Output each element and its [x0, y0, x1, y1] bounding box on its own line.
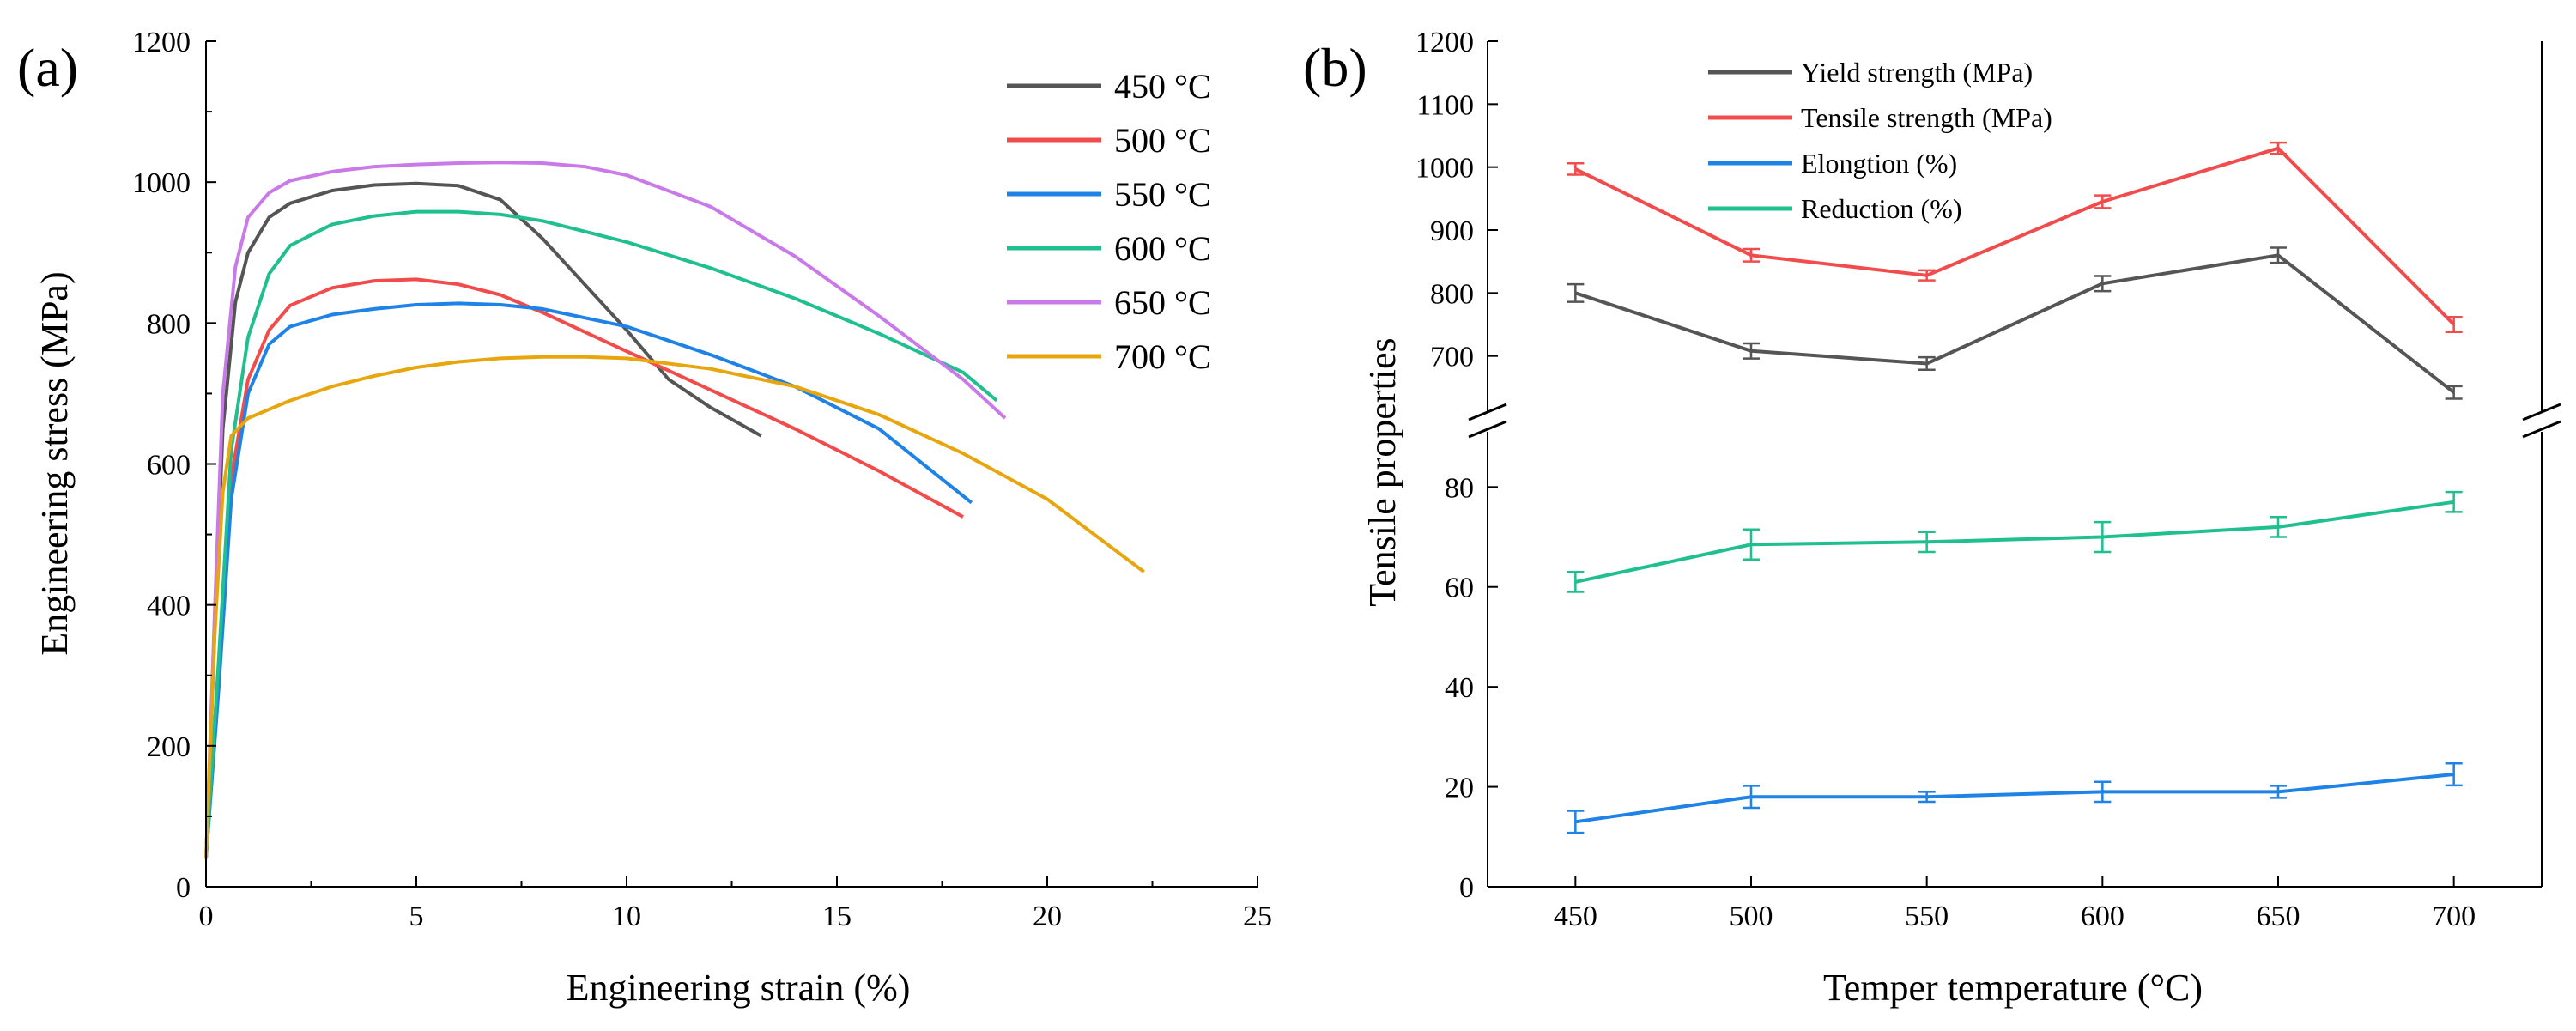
- panel-a-legend-label: 700 °C: [1114, 337, 1211, 376]
- panel-b-series-line: [1574, 146, 2456, 326]
- panel-b-x-tick-label: 600: [2081, 901, 2124, 932]
- panel-b-x-tick-label: 700: [2432, 901, 2476, 932]
- panel-b-y-tick-label-lower: 80: [1445, 472, 1474, 504]
- panel-a-label: (a): [17, 37, 78, 98]
- panel-b-error-bar: [2270, 785, 2287, 799]
- panel-a-y-tick-label: 800: [147, 308, 191, 340]
- panel-a-series-line: [204, 277, 964, 859]
- panel-a-legend-label: 450 °C: [1114, 67, 1211, 106]
- panel-b-series-line: [1575, 773, 2454, 824]
- panel-a-series-line: [204, 209, 998, 859]
- panel-b-error-bar: [1567, 571, 1585, 593]
- panel-b-error-bar: [1743, 247, 1760, 263]
- axis-break-mark: [1468, 403, 1507, 421]
- panel-b-legend-label: Yield strength (MPa): [1801, 57, 2033, 88]
- panel-a-y-tick-label: 1000: [132, 167, 191, 199]
- panel-a-plot-area: [204, 161, 1145, 859]
- axis-break-mark: [1468, 420, 1507, 439]
- panel-a-x-tick-label: 15: [822, 901, 852, 932]
- panel-b-error-bar: [2270, 141, 2287, 155]
- panel-b-error-bar: [2445, 761, 2463, 787]
- panel-a-y-tick-label: 1200: [132, 27, 191, 58]
- panel-b-y-tick-label-lower: 20: [1445, 773, 1474, 804]
- panel-a-x-tick-label: 10: [612, 901, 641, 932]
- panel-b-error-bar: [1743, 528, 1760, 561]
- panel-b-y-tick-label-upper: 1100: [1416, 89, 1474, 121]
- panel-b-y-tick-label-upper: 700: [1430, 342, 1474, 373]
- panel-a-x-axis-title: Engineering strain (%): [567, 967, 911, 1009]
- panel-b-error-bar: [1918, 531, 1936, 554]
- panel-b-error-bar: [2445, 315, 2463, 334]
- panel-a-legend: 450 °C 500 °C 550 °C 600 °C 650 °C 700 °C: [1007, 67, 1211, 376]
- panel-a-x-tick-label: 25: [1243, 901, 1272, 932]
- panel-b-x-tick-label: 450: [1554, 901, 1597, 932]
- panel-a: (a) 0 5 10 15 20 25 0 200 400 600 800 1000 1200 Engi…: [17, 27, 1272, 1009]
- panel-b-error-bar: [1743, 342, 1760, 360]
- panel-b-y-tick-label-lower: 60: [1445, 573, 1474, 604]
- panel-b-x-axis-title: Temper temperature (°C): [1823, 967, 2203, 1009]
- panel-b-ticks: 450 500 550 600 650 700 700 800 900 1000 1100 1200 0…: [1415, 27, 2476, 932]
- panel-b-series-line: [1574, 253, 2455, 394]
- panel-a-x-tick-label: 20: [1033, 901, 1062, 932]
- panel-a-x-tick-label: 0: [199, 901, 214, 932]
- panel-b-y-tick-label-lower: 0: [1459, 872, 1474, 904]
- panel-a-y-tick-label: 0: [176, 872, 191, 904]
- panel-a-x-tick-label: 5: [409, 901, 424, 932]
- panel-b-error-bar: [2094, 780, 2112, 804]
- panel-a-y-tick-label: 200: [147, 731, 191, 763]
- panel-b-error-bar: [1918, 269, 1936, 282]
- panel-a-ticks: 0 5 10 15 20 25 0 200 400 600 800 1000 1200: [132, 27, 1272, 932]
- panel-b-y-tick-label-upper: 1200: [1415, 27, 1474, 58]
- panel-b-series-line: [1574, 500, 2454, 584]
- panel-a-legend-label: 550 °C: [1114, 175, 1211, 214]
- panel-b-error-bar: [1743, 785, 1760, 810]
- panel-a-series-line: [204, 355, 1145, 859]
- panel-a-series-line: [204, 301, 973, 859]
- panel-b-error-bar: [2270, 515, 2287, 538]
- panel-b-axes: [1468, 41, 2561, 888]
- panel-b-error-bar: [1918, 355, 1936, 372]
- panel-b-y-tick-label-lower: 40: [1445, 672, 1474, 704]
- panel-b-error-bar: [2094, 275, 2112, 293]
- panel-b-error-bar: [2094, 194, 2112, 209]
- panel-b-error-bar: [2445, 385, 2463, 400]
- axis-break-mark: [2522, 403, 2561, 421]
- panel-a-series-line: [204, 181, 762, 859]
- panel-b-plot-area: [1567, 141, 2463, 834]
- panel-b-x-tick-label: 550: [1905, 901, 1949, 932]
- panel-b-error-bar: [1567, 162, 1585, 176]
- panel-b-error-bar: [1918, 791, 1936, 804]
- panel-b-x-tick-label: 650: [2257, 901, 2300, 932]
- panel-b-y-tick-label-upper: 1000: [1415, 153, 1474, 185]
- panel-b-error-bar: [2270, 246, 2287, 264]
- panel-b-error-bar: [1567, 282, 1585, 303]
- panel-b-label: (b): [1303, 37, 1367, 98]
- panel-a-y-axis-title: Engineering stress (MPa): [33, 271, 76, 655]
- axis-break-mark: [2522, 420, 2561, 439]
- panel-b-error-bar: [2094, 520, 2112, 554]
- panel-b-y-tick-label-upper: 800: [1430, 278, 1474, 310]
- panel-b-error-bar: [2445, 490, 2463, 513]
- panel-a-series-line: [204, 161, 1007, 859]
- panel-a-legend-label: 600 °C: [1114, 229, 1211, 268]
- panel-b-legend-label: Tensile strength (MPa): [1801, 102, 2052, 133]
- panel-b-x-tick-label: 500: [1730, 901, 1773, 932]
- panel-b: (b) 450 500 550 600 650 700700800900100011001…: [1303, 27, 2561, 1009]
- panel-b-legend-label: Reduction (%): [1801, 193, 1962, 224]
- panel-b-y-axis-title: Tensile properties: [1361, 337, 1403, 606]
- panel-a-y-tick-label: 400: [147, 591, 191, 622]
- panel-b-legend: Yield strength (MPa) Tensile strength (MP…: [1708, 57, 2052, 224]
- panel-a-legend-label: 650 °C: [1114, 283, 1211, 322]
- panel-b-legend-label: Elongtion (%): [1801, 148, 1957, 179]
- panel-a-legend-label: 500 °C: [1114, 121, 1211, 160]
- panel-b-error-bar: [1567, 810, 1585, 834]
- panel-a-y-tick-label: 600: [147, 450, 191, 482]
- panel-b-y-tick-label-upper: 900: [1430, 215, 1474, 247]
